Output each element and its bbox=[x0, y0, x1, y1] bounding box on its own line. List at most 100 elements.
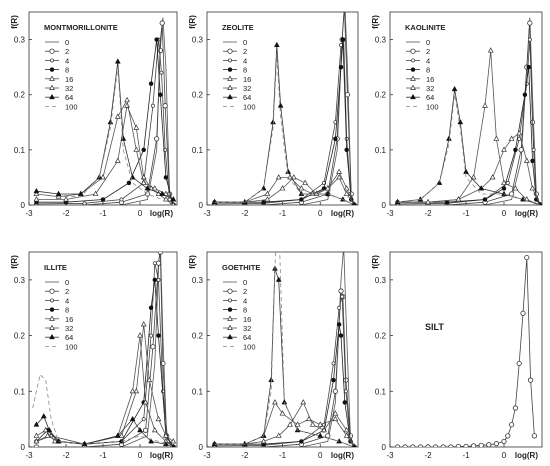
data-point bbox=[524, 254, 530, 261]
x-tick-label: -3 bbox=[25, 451, 33, 460]
series-group bbox=[211, 12, 357, 205]
data-point bbox=[82, 201, 87, 205]
legend-label: 32 bbox=[426, 84, 434, 93]
x-tick-label: -3 bbox=[386, 209, 394, 218]
data-point bbox=[331, 377, 336, 383]
data-point bbox=[313, 190, 320, 196]
data-point bbox=[285, 168, 292, 174]
data-point bbox=[455, 196, 462, 202]
series-line-2 bbox=[36, 252, 174, 447]
data-point bbox=[163, 175, 169, 180]
legend-marker bbox=[49, 75, 55, 81]
data-point bbox=[478, 442, 484, 447]
series-group bbox=[33, 17, 177, 205]
data-point bbox=[436, 179, 443, 185]
x-tick-label: -2 bbox=[62, 209, 70, 218]
data-point bbox=[344, 147, 349, 153]
x-tick-label: -3 bbox=[203, 451, 211, 460]
data-point bbox=[516, 129, 523, 136]
data-point bbox=[527, 20, 533, 26]
legend-marker bbox=[227, 333, 233, 340]
data-point bbox=[33, 421, 40, 427]
data-point bbox=[343, 432, 350, 438]
data-point bbox=[505, 433, 511, 439]
y-axis-label: f(R) bbox=[371, 15, 380, 29]
legend-marker bbox=[227, 48, 233, 54]
data-point bbox=[114, 113, 121, 119]
data-point bbox=[154, 37, 159, 42]
legend-marker bbox=[410, 84, 416, 90]
data-point bbox=[260, 438, 267, 444]
data-point bbox=[440, 444, 446, 447]
x-tick-label: -1 bbox=[99, 451, 107, 460]
data-point bbox=[151, 185, 158, 191]
x-tick-label: 0 bbox=[502, 451, 507, 460]
data-point bbox=[336, 322, 342, 327]
x-tick-label: -2 bbox=[62, 451, 70, 460]
data-point bbox=[527, 377, 534, 383]
series-group bbox=[395, 254, 538, 447]
data-point bbox=[343, 190, 350, 196]
data-point bbox=[531, 433, 538, 439]
panel-title: MONTMORILLONITE bbox=[44, 23, 118, 32]
data-point bbox=[142, 399, 149, 405]
legend-marker bbox=[49, 324, 55, 330]
data-point bbox=[146, 376, 153, 383]
series-line-4 bbox=[214, 39, 355, 205]
data-point bbox=[523, 157, 530, 163]
y-tick-label: 0.2 bbox=[375, 332, 387, 341]
y-tick-label: 0 bbox=[199, 201, 204, 210]
data-point bbox=[501, 186, 507, 191]
series-line-8 bbox=[36, 39, 174, 205]
data-point bbox=[140, 321, 147, 327]
data-point bbox=[156, 333, 161, 338]
data-point bbox=[425, 198, 431, 205]
data-point bbox=[157, 252, 163, 255]
y-axis-label: f(R) bbox=[371, 255, 380, 269]
panel-title: ZEOLITE bbox=[222, 23, 254, 32]
y-tick-label: 0.1 bbox=[192, 387, 204, 396]
x-tick-label: 0 bbox=[138, 209, 143, 218]
legend-marker bbox=[227, 288, 233, 294]
data-point bbox=[55, 190, 62, 196]
x-tick-label: -2 bbox=[241, 451, 249, 460]
data-point bbox=[489, 174, 496, 180]
x-tick-label: -1 bbox=[462, 209, 470, 218]
data-point bbox=[332, 410, 339, 416]
data-point bbox=[317, 421, 324, 427]
data-point bbox=[343, 185, 350, 191]
data-point bbox=[118, 432, 125, 438]
legend-label: 100 bbox=[426, 102, 439, 111]
data-point bbox=[294, 421, 301, 427]
data-point bbox=[155, 415, 162, 422]
data-point bbox=[336, 168, 343, 174]
legend-label: 4 bbox=[243, 56, 247, 65]
data-point bbox=[77, 190, 84, 196]
data-point bbox=[92, 190, 99, 196]
series-line-100 bbox=[397, 94, 541, 205]
plot-frame bbox=[206, 11, 359, 206]
panel-title: ILLITE bbox=[44, 263, 67, 272]
data-point bbox=[142, 427, 149, 433]
data-point bbox=[410, 444, 416, 447]
legend-label: 2 bbox=[65, 287, 69, 296]
legend-label: 32 bbox=[65, 324, 73, 333]
series-line-100 bbox=[214, 56, 355, 205]
y-tick-label: 0.2 bbox=[375, 91, 387, 100]
legend-label: 4 bbox=[65, 296, 69, 305]
data-point bbox=[457, 118, 464, 125]
data-point bbox=[402, 444, 408, 447]
data-point bbox=[340, 294, 345, 299]
data-point bbox=[33, 196, 40, 202]
data-point bbox=[512, 405, 519, 411]
legend-marker bbox=[411, 58, 415, 63]
x-axis-label: log(R) bbox=[150, 209, 173, 218]
legend-label: 16 bbox=[65, 315, 73, 324]
data-point bbox=[272, 399, 278, 405]
data-point bbox=[148, 438, 155, 444]
data-point bbox=[332, 415, 339, 422]
panel-title: GOETHITE bbox=[222, 263, 260, 272]
legend-marker bbox=[228, 298, 232, 303]
x-tick-label: -3 bbox=[25, 209, 33, 218]
data-point bbox=[140, 179, 147, 185]
